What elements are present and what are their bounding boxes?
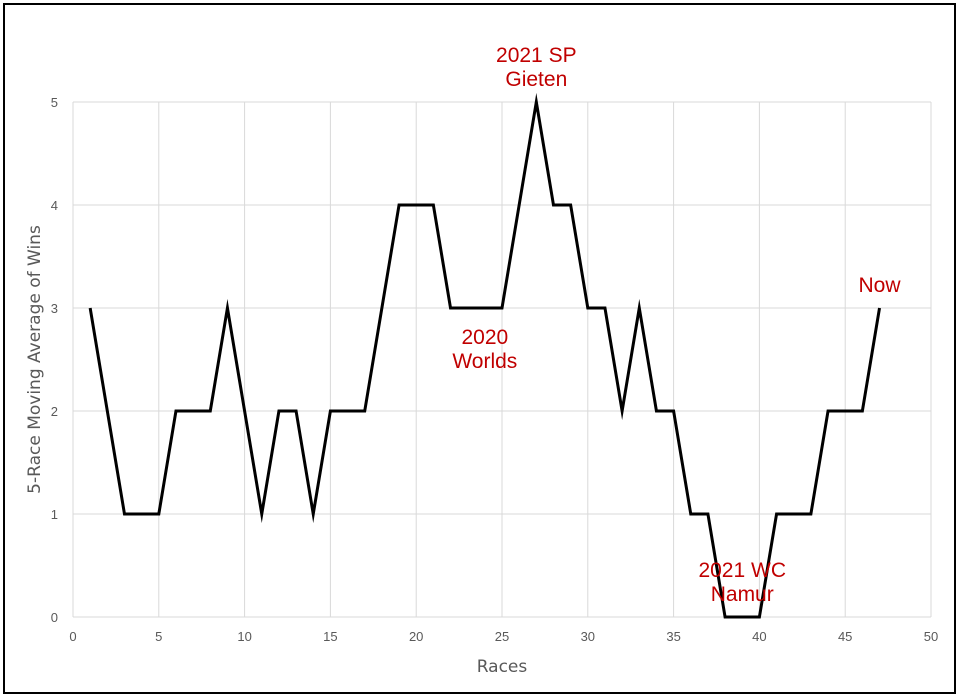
gridlines — [72, 101, 932, 618]
x-tick-label: 25 — [495, 629, 509, 644]
x-tick-label: 50 — [924, 629, 938, 644]
annotation-label: Now — [859, 274, 902, 297]
x-tick-label: 40 — [752, 629, 766, 644]
chart-frame — [3, 3, 956, 694]
x-tick-label: 45 — [838, 629, 852, 644]
annotation-label: 2021 WC Namur — [698, 559, 786, 606]
x-tick-label: 30 — [581, 629, 595, 644]
x-tick-label: 0 — [69, 629, 76, 644]
y-tick-label: 3 — [51, 301, 58, 316]
y-tick-label: 5 — [51, 95, 58, 110]
x-tick-label: 5 — [155, 629, 162, 644]
y-tick-label: 4 — [51, 198, 58, 213]
x-tick-label: 10 — [237, 629, 251, 644]
x-axis-title: Races — [477, 657, 528, 677]
annotation-label: 2021 SP Gieten — [496, 44, 577, 91]
annotations-group: 2021 SP Gieten 2020 Worlds 2021 WC Namur Now — [452, 44, 901, 606]
x-tick-label: 15 — [323, 629, 337, 644]
x-tick-label: 20 — [409, 629, 423, 644]
x-tick-label: 35 — [666, 629, 680, 644]
y-tick-label: 2 — [51, 404, 58, 419]
y-axis-title: 5-Race Moving Average of Wins — [25, 225, 45, 494]
y-tick-label: 1 — [51, 507, 58, 522]
y-tick-label: 0 — [51, 610, 58, 625]
series-line — [88, 92, 881, 619]
annotation-label: 2020 Worlds — [452, 326, 517, 373]
series-group — [88, 92, 881, 619]
